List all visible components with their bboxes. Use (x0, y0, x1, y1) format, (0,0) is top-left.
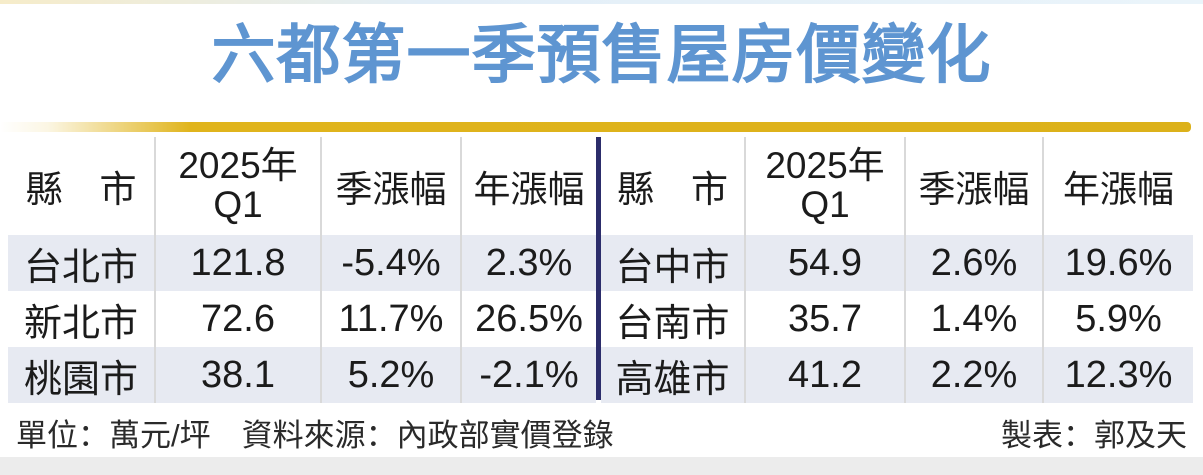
right-col-header-2025q1-line2: Q1 (800, 184, 850, 225)
left-col-header-yoy: 年漲幅 (460, 137, 596, 235)
cell-qoq-change: 11.7% (320, 291, 460, 347)
cell-yoy-change: 19.6% (1042, 235, 1193, 291)
bottom-gray-band (0, 457, 1203, 475)
left-col-header-qoq: 季漲幅 (320, 137, 460, 235)
left-col-header-city: 縣 市 (25, 169, 137, 210)
right-col-header-2025q1: 2025年 Q1 (744, 137, 904, 235)
cell-qoq-change: 5.2% (320, 347, 460, 403)
cell-yoy-change: 5.9% (1042, 291, 1193, 347)
cell-q1-price: 72.6 (154, 291, 320, 347)
right-col-header-qoq: 季漲幅 (904, 137, 1042, 235)
cell-q1-price: 38.1 (154, 347, 320, 403)
cell-q1-price: 54.9 (744, 235, 904, 291)
footer-credit: 製表：郭及天 (1001, 418, 1187, 453)
cell-q1-price: 35.7 (744, 291, 904, 347)
price-tables: 縣 市 2025年 Q1 季漲幅 年漲幅 台北市 121.8 -5.4% 2.3… (8, 137, 1194, 403)
cell-yoy-change: 26.5% (460, 291, 596, 347)
cell-yoy-change: 12.3% (1042, 347, 1193, 403)
cell-city: 高雄市 (601, 347, 744, 403)
footer-unit-source: 單位：萬元/坪 資料來源：內政部實價登錄 (16, 418, 614, 453)
footer: 單位：萬元/坪 資料來源：內政部實價登錄 製表：郭及天 (16, 410, 1187, 455)
cell-yoy-change: -2.1% (460, 347, 596, 403)
cell-city: 桃園市 (8, 347, 154, 403)
cell-qoq-change: 2.6% (904, 235, 1042, 291)
right-col-header-yoy: 年漲幅 (1042, 137, 1193, 235)
left-col-header-2025q1-line1: 2025年 (178, 145, 298, 187)
left-col-header-2025q1: 2025年 Q1 (154, 137, 320, 235)
right-col-header-city: 縣 市 (617, 169, 728, 210)
top-edge-line (0, 0, 1203, 4)
cell-city: 台中市 (601, 235, 744, 291)
cell-qoq-change: 1.4% (904, 291, 1042, 347)
cell-city: 台南市 (615, 302, 730, 345)
cell-q1-price: 121.8 (154, 235, 320, 291)
table-left: 縣 市 2025年 Q1 季漲幅 年漲幅 台北市 121.8 -5.4% 2.3… (8, 137, 596, 403)
cell-qoq-change: -5.4% (320, 235, 460, 291)
right-col-header-2025q1-line1: 2025年 (765, 145, 885, 187)
cell-city: 新北市 (23, 302, 138, 345)
left-col-header-2025q1-line2: Q1 (213, 184, 263, 225)
cell-city: 台北市 (8, 235, 154, 291)
cell-q1-price: 41.2 (744, 347, 904, 403)
table-right: 縣 市 2025年 Q1 季漲幅 年漲幅 台中市 54.9 2.6% 19.6%… (601, 137, 1193, 403)
cell-qoq-change: 2.2% (904, 347, 1042, 403)
page-title: 六都第一季預售屋房價變化 (211, 19, 992, 91)
cell-yoy-change: 2.3% (460, 235, 596, 291)
title-underline-rule (0, 122, 1191, 132)
table-divider (596, 137, 601, 400)
